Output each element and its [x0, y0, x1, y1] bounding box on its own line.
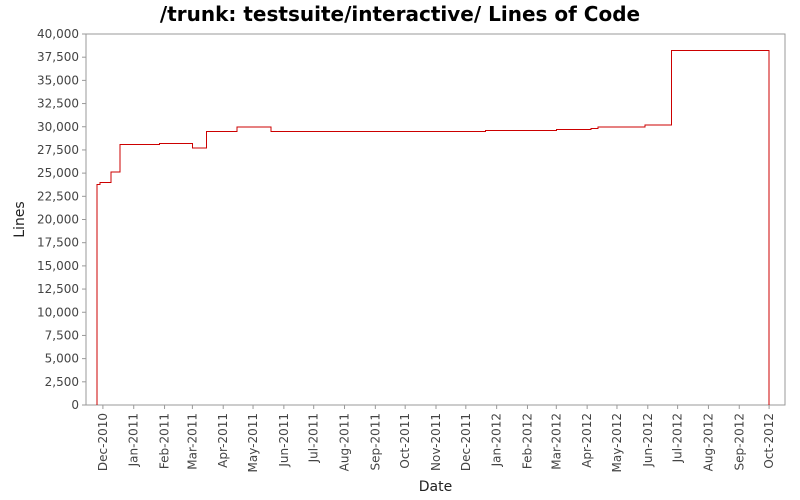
x-tick-label: Nov-2011 — [429, 413, 443, 471]
y-tick-label: 30,000 — [37, 120, 79, 134]
y-tick-label: 0 — [71, 398, 79, 412]
x-tick-label: Jan-2011 — [127, 413, 141, 467]
y-tick-label: 10,000 — [37, 305, 79, 319]
y-tick-label: 5,000 — [45, 352, 79, 366]
x-tick-label: Oct-2011 — [398, 413, 412, 469]
x-axis-label: Date — [419, 479, 452, 495]
x-tick-label: Feb-2012 — [520, 413, 534, 469]
x-tick-label: Apr-2011 — [216, 413, 230, 468]
x-tick-label: Mar-2012 — [549, 413, 563, 470]
chart-title: /trunk: testsuite/interactive/ Lines of … — [159, 2, 641, 26]
y-tick-label: 22,500 — [37, 189, 79, 203]
x-tick-label: May-2011 — [246, 413, 260, 472]
series-line — [96, 50, 770, 405]
x-tick-label: Apr-2012 — [580, 413, 594, 468]
x-tick-label: Jul-2011 — [307, 413, 321, 463]
y-tick-label: 12,500 — [37, 282, 79, 296]
y-tick-label: 37,500 — [37, 50, 79, 64]
x-tick-label: Dec-2011 — [459, 413, 473, 471]
x-tick-label: Jul-2012 — [671, 413, 685, 463]
x-tick-label: Aug-2012 — [701, 413, 715, 471]
x-tick-label: Jun-2011 — [277, 413, 291, 468]
y-tick-label: 35,000 — [37, 73, 79, 87]
x-tick-label: May-2012 — [610, 413, 624, 472]
y-tick-label: 40,000 — [37, 27, 79, 41]
y-tick-label: 15,000 — [37, 259, 79, 273]
x-tick-label: Jun-2012 — [641, 413, 655, 468]
x-axis-ticks: Dec-2010 Jan-2011 Feb-2011 Mar-2011 Apr-2011… — [96, 405, 776, 472]
y-axis-ticks: 0 2,500 5,000 7,500 10,000 12,500 15,000 17,500… — [37, 27, 86, 412]
y-tick-label: 32,500 — [37, 97, 79, 111]
y-axis-label: Lines — [12, 201, 28, 237]
y-tick-label: 20,000 — [37, 213, 79, 227]
x-tick-label: Aug-2011 — [338, 413, 352, 471]
x-tick-label: Oct-2012 — [762, 413, 776, 469]
y-tick-label: 17,500 — [37, 236, 79, 250]
x-tick-label: Sep-2012 — [732, 413, 746, 471]
plot-area — [85, 33, 786, 406]
y-tick-label: 7,500 — [45, 328, 79, 342]
y-tick-label: 2,500 — [45, 375, 79, 389]
y-tick-label: 25,000 — [37, 166, 79, 180]
x-tick-label: Feb-2011 — [158, 413, 172, 469]
x-tick-label: Jan-2012 — [490, 413, 504, 467]
x-tick-label: Dec-2010 — [96, 413, 110, 471]
y-tick-label: 27,500 — [37, 143, 79, 157]
x-tick-label: Mar-2011 — [185, 413, 199, 470]
x-tick-label: Sep-2011 — [368, 413, 382, 471]
